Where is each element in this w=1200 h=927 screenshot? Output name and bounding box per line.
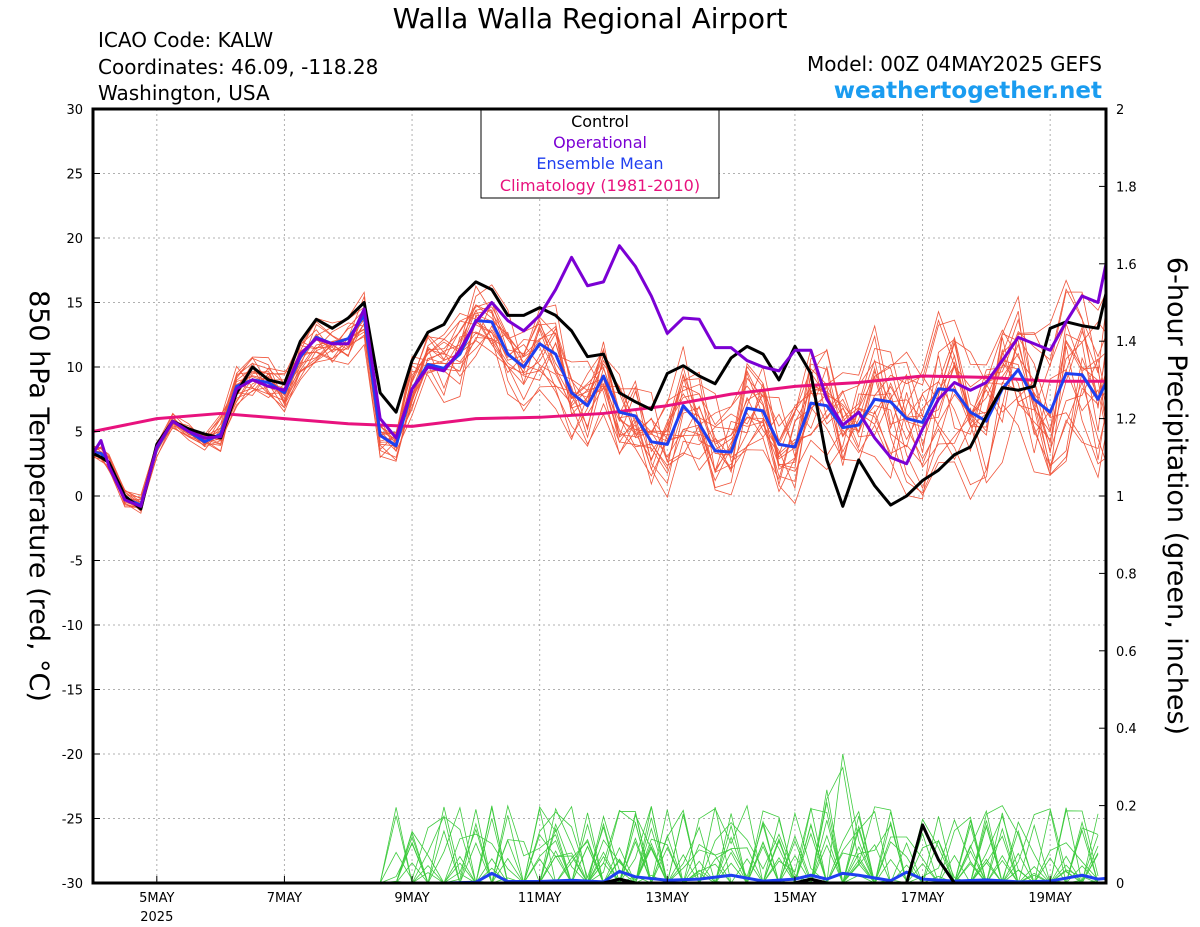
control-precip-line <box>93 823 1106 885</box>
x-tick-label: 5MAY <box>139 891 174 906</box>
x-tick-year-label: 2025 <box>140 910 173 925</box>
x-tick-label: 7MAY <box>267 891 302 906</box>
ensemble-member-temp-line <box>92 288 1107 508</box>
location: Washington, USA <box>98 81 270 105</box>
chart-title: Walla Walla Regional Airport <box>393 2 788 35</box>
y-left-tick-label: 0 <box>75 490 83 505</box>
control-line <box>92 280 1108 511</box>
y-right-tick-label: 1 <box>1116 490 1124 505</box>
y-right-tick-label: 0.4 <box>1116 722 1137 737</box>
y-left-tick-label: -5 <box>70 555 83 570</box>
y-left-axis-title: 850 hPa Temperature (red, °C) <box>23 290 54 702</box>
coordinates: Coordinates: 46.09, -118.28 <box>98 55 378 79</box>
y-left-tick-label: 20 <box>66 232 83 247</box>
y-left-tick-label: -30 <box>62 877 83 892</box>
legend-control: Control <box>571 112 629 131</box>
ensemble-member-temp-line <box>92 304 1107 511</box>
y-left-tick-label: 5 <box>75 426 83 441</box>
y-right-tick-label: 0.2 <box>1116 800 1137 815</box>
y-left-tick-label: -25 <box>62 813 83 828</box>
y-right-tick-label: 0.6 <box>1116 645 1137 660</box>
x-tick-label: 9MAY <box>394 891 429 906</box>
x-tick-label: 13MAY <box>646 891 690 906</box>
y-right-tick-label: 1.6 <box>1116 258 1137 273</box>
y-left-tick-label: -15 <box>62 684 83 699</box>
ensemble-member-temp-line <box>92 304 1107 509</box>
legend-box <box>480 109 720 199</box>
ensemble-member-temp-line <box>92 284 1107 512</box>
ensemble-member-temp-line <box>92 309 1107 509</box>
ensemble-member-temp-line <box>92 306 1107 500</box>
y-right-tick-label: 2 <box>1116 103 1124 118</box>
model-run: Model: 00Z 04MAY2025 GEFS <box>807 52 1102 76</box>
legend-climatology: Climatology (1981-2010) <box>500 176 700 195</box>
ensemble-member-temp-line <box>92 296 1107 514</box>
icao-code: ICAO Code: KALW <box>98 28 273 52</box>
operational-line <box>91 244 1108 508</box>
y-right-tick-label: 0.8 <box>1116 567 1137 582</box>
legend-operational: Operational <box>553 133 647 152</box>
axis-ticks: 302520151050-5-10-15-20-25-3021.81.61.41… <box>62 103 1137 925</box>
x-tick-label: 17MAY <box>901 891 945 906</box>
y-right-tick-label: 1.2 <box>1116 413 1137 428</box>
y-left-tick-label: -10 <box>62 619 83 634</box>
x-tick-label: 19MAY <box>1028 891 1072 906</box>
ensemble-members <box>92 279 1107 885</box>
ensemble-member-temp-line <box>92 300 1107 509</box>
legend: Control Operational Ensemble Mean Climat… <box>480 109 720 199</box>
ensemble-member-temp-line <box>92 291 1107 505</box>
y-left-tick-label: -20 <box>62 748 83 763</box>
y-left-tick-label: 25 <box>66 168 83 183</box>
site-link[interactable]: weathertogether.net <box>834 78 1102 104</box>
ensemble-member-temp-line <box>92 295 1107 502</box>
y-right-axis-title: 6-hour Precipitation (green, inches) <box>1161 257 1192 735</box>
ensemble-member-precip-line <box>93 789 1099 885</box>
y-left-tick-label: 15 <box>66 297 83 312</box>
y-right-tick-label: 0 <box>1116 877 1124 892</box>
x-tick-label: 11MAY <box>518 891 562 906</box>
ensemble-member-temp-line <box>92 291 1107 503</box>
y-left-tick-label: 30 <box>66 103 83 118</box>
ensemble-member-temp-line <box>92 304 1107 503</box>
ensemble-member-temp-line <box>92 307 1107 509</box>
y-right-tick-label: 1.8 <box>1116 180 1137 195</box>
climatology-line <box>92 374 1106 433</box>
x-tick-label: 15MAY <box>773 891 817 906</box>
legend-ensemble-mean: Ensemble Mean <box>536 154 663 173</box>
y-left-tick-label: 10 <box>66 361 83 376</box>
ensemble-member-temp-line <box>92 305 1107 509</box>
y-right-tick-label: 1.4 <box>1116 335 1137 350</box>
grid-lines <box>93 108 1106 884</box>
